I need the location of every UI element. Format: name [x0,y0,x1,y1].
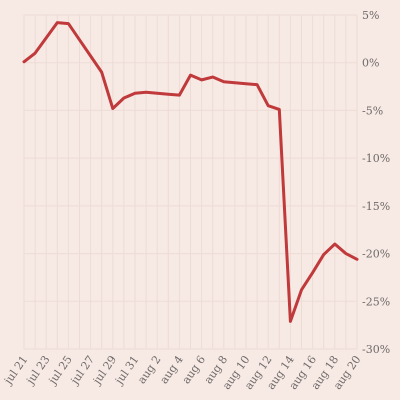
y-tick-label: -20% [362,248,390,261]
data-point [134,92,137,95]
data-point [289,320,292,323]
data-point [100,71,103,74]
y-tick-label: 5% [362,9,379,22]
data-point [344,252,347,255]
data-point [89,55,92,58]
data-point [300,288,303,291]
series-layer [22,21,359,323]
data-point [145,91,148,94]
data-point [23,60,26,63]
y-tick-label: 0% [362,57,379,70]
data-point [156,92,159,95]
x-grid [23,15,358,349]
data-point [356,258,359,261]
data-point [111,107,114,110]
y-grid [24,14,357,350]
data-point [178,94,181,97]
data-point [67,22,70,25]
data-point [122,97,125,100]
data-point [34,52,37,55]
y-tick-label: -15% [362,200,390,213]
y-tick-label: -30% [362,343,390,356]
data-point [78,38,81,41]
data-point [167,93,170,96]
data-point [233,81,236,84]
data-point [278,108,281,111]
data-point [245,82,248,85]
data-point [322,253,325,256]
y-tick-label: -5% [362,104,383,117]
data-point [256,83,259,86]
data-point [211,76,214,79]
x-tick-label: jul 21 [1,353,31,388]
data-point [45,36,48,39]
data-point [222,80,225,83]
y-tick-label: -25% [362,295,390,308]
y-tick-label: -10% [362,152,390,165]
data-point [200,78,203,81]
y-axis-labels: 5% 0% -5% -10% -15% -20% -25% -30% [362,9,390,356]
data-point [267,104,270,107]
series-line [22,21,359,323]
data-point [311,271,314,274]
data-point [56,21,59,24]
data-point [333,243,336,246]
data-point [189,74,192,77]
